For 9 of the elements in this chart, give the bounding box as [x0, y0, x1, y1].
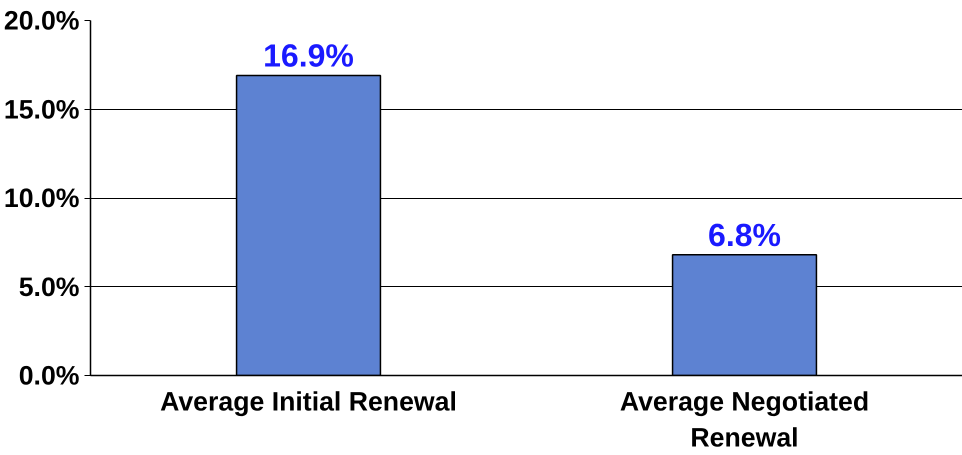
data-label: 16.9% — [263, 38, 354, 74]
y-tick-label: 5.0% — [18, 272, 80, 302]
x-tick-label: Average Initial Renewal — [160, 386, 457, 416]
y-tick-label: 10.0% — [4, 183, 80, 213]
y-tick-label: 15.0% — [4, 94, 80, 124]
x-tick-label: Average Negotiated Renewal — [620, 386, 870, 452]
data-label: 6.8% — [708, 216, 781, 253]
y-tick-label: 20.0% — [4, 6, 80, 36]
y-tick-label: 0.0% — [18, 360, 80, 390]
